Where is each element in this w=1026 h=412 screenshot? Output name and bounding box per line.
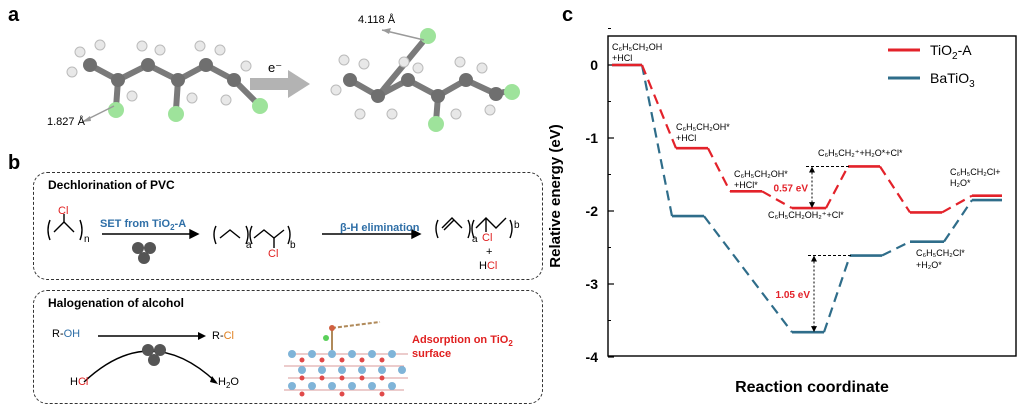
panel-label-b: b [8,152,21,174]
halogenation-title: Halogenation of alcohol [48,296,185,310]
tio2a-connector-1 [707,147,731,192]
halogenation-box [33,290,543,404]
product-r-cl: R-Cl [212,330,234,342]
electron-arrow [250,70,310,98]
panel-label-a: a [8,4,20,26]
adsorption-label-line2: surface [412,348,452,360]
h2o-product: H2O [218,376,239,391]
tio2a-connector-5 [941,194,973,214]
adsorption-label-line1: Adsorption on TiO2 [412,334,513,349]
gap-blue-label: 1.05 eV [776,290,811,301]
catalyst-spheres-2 [142,344,166,366]
product2-cl-label: Cl [482,232,493,244]
catalyst-spheres-1 [132,242,156,264]
product1-cl-label: Cl [268,248,279,260]
batio3-connector-0 [640,64,674,217]
state-label-s4: C₆H₅CH₂⁺+H₂O*+Cl* [818,148,903,158]
halogenation-scheme [83,321,408,397]
molecule-after [347,35,507,125]
dechlorination-title: Dechlorination of PVC [48,178,175,192]
product2-a-label: a [472,234,478,245]
product1-a-label: a [246,240,252,251]
reactant-r-oh: R-OH [52,328,81,340]
pvc-n-label: n [84,234,90,245]
electron-label: e⁻ [268,60,283,75]
batio3-connector-2 [822,255,852,333]
state-label-s1-line1: C₆H₅CH₂OH* [676,122,730,132]
batio3-connector-4 [943,199,973,243]
energy-diagram: 0 -1 -2 -3 -4 Relative energy (eV) Reaction co… [548,28,1017,396]
state-label-s0-line1: C₆H₅CH₂OH [612,42,662,52]
state-label-s2-line2: +HCl* [734,180,758,190]
molecule-after-atoms [330,28,520,132]
panel-label-c: c [562,4,574,26]
molecule-before-atoms [66,39,268,122]
plus-sign: + [486,246,493,258]
tio2-surface [284,321,408,397]
tio2a-connector-2 [761,190,793,210]
state-label-s5-line1: C₆H₅CH₂Cl+ [950,167,1001,177]
legend-label-1: BaTiO3 [930,70,975,90]
state-label-s1-line2: +HCl [676,133,696,143]
gap-red-label: 0.57 eV [774,183,809,194]
state-label-s6-line2: +H₂O* [916,260,942,270]
panel-a-molecules [66,28,520,132]
y-tick-label-3: -3 [586,276,599,292]
y-axis-label: Relative energy (eV) [548,124,564,267]
state-label-s6-line1: C₆H₅CH₂Cl* [916,248,965,258]
dechlorination-box [33,172,543,280]
gap-blue-arrowhead-bottom [811,326,817,333]
product1-b-label: b [290,240,296,251]
dechlorination-scheme [47,214,513,264]
tio2a-connector-0 [640,64,678,149]
tio2a-connector-4 [879,165,911,214]
pvc-cl-label: Cl [58,205,69,217]
dist-right-label: 4.118 Å [358,14,396,26]
set-label: SET from TiO2-A [100,218,187,233]
dist-left-label: 1.827 Å [47,116,85,128]
y-tick-label-4: -4 [586,349,599,365]
batio3-connector-1 [703,215,793,333]
state-label-s3: C₆H₅CH₂OH₂⁺+Cl* [768,210,844,220]
legend-label-0: TiO2-A [930,42,972,62]
y-tick-label-2: -2 [586,203,599,219]
state-label-s0-line2: +HCl [612,53,632,63]
tio2a-connector-3 [825,165,849,209]
state-label-s2-line1: C₆H₅CH₂OH* [734,169,788,179]
gap-blue-arrowhead-top [811,255,817,262]
plot-frame [607,35,1017,357]
gap-red-arrowhead-bottom [809,202,815,209]
x-axis-label: Reaction coordinate [735,379,889,396]
product2-b-label: b [514,220,520,231]
y-tick-label-1: -1 [586,130,599,146]
hcl-product: HCl [479,260,498,272]
batio3-connector-3 [881,240,911,257]
hcl-reactant: HCl [70,376,89,388]
y-tick-label-0: 0 [590,57,598,73]
state-label-s5-line2: H₂O* [950,178,971,188]
beta-h-label: β-H elimination [340,222,420,234]
gap-red-arrowhead-top [809,166,815,173]
